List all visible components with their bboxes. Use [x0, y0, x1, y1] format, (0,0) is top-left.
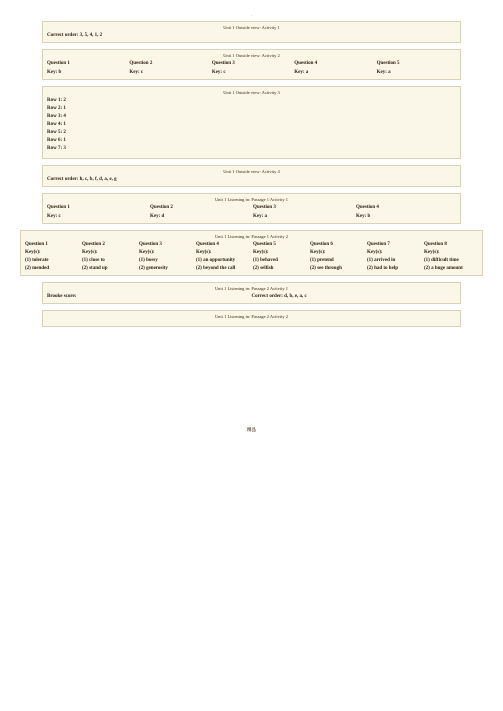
cell: Key: a: [377, 70, 456, 75]
cell: Key(s):: [139, 250, 193, 255]
cell: (1) tolerate: [25, 258, 79, 263]
row-item: Row 1: 2: [47, 98, 456, 103]
block-activity-3: Unit 1 Outside view: Activity 3 Row 1: 2…: [42, 86, 461, 159]
order-4: Correct order: h, c, b, f, d, a, e, g: [47, 177, 456, 182]
cell: Question 5: [253, 242, 307, 247]
cell: Question 2: [150, 205, 250, 210]
cell: Question 3: [212, 61, 291, 66]
dot: .: [20, 12, 483, 17]
row-item: Row 6: 1: [47, 138, 456, 143]
cell: Question 7: [367, 242, 421, 247]
cell: Question 2: [129, 61, 208, 66]
cell: (1) arrived in: [367, 258, 421, 263]
header-3: Unit 1 Outside view: Activity 3: [47, 90, 456, 95]
cell: Key: b: [356, 214, 456, 219]
cell: Key(s):: [367, 250, 421, 255]
cell: (1) an opportunity: [196, 258, 250, 263]
cell: Question 4: [294, 61, 373, 66]
cell: Question 1: [47, 205, 147, 210]
block-activity-2: Unit 1 Outside view: Activity 2 Question…: [42, 49, 461, 80]
block-activity-4: Unit 1 Outside view: Activity 4 Correct …: [42, 165, 461, 187]
cell: Key(s):: [196, 250, 250, 255]
cell: (2) a huge amount: [424, 266, 478, 271]
header-6: Unit 1 Listening in: Passage 1 Activity …: [25, 234, 478, 239]
cell: Key(s):: [310, 250, 364, 255]
cell: (2) mended: [25, 266, 79, 271]
block-passage2-act2: Unit 1 Listening in: Passage 2 Activity …: [42, 310, 461, 327]
cell: (2) see through: [310, 266, 364, 271]
cell: Key: a: [253, 214, 353, 219]
brooke-score: Brooke score:: [47, 294, 252, 299]
block-passage1-act2: Unit 1 Listening in: Passage 1 Activity …: [20, 230, 483, 276]
cell: Question 3: [253, 205, 353, 210]
header-5: Unit 1 Listening in: Passage 1 Activity …: [47, 197, 456, 202]
cell: Key: c: [212, 70, 291, 75]
header-2: Unit 1 Outside view: Activity 2: [47, 53, 456, 58]
row-item: Row 3: 4: [47, 114, 456, 119]
cell: (1) close to: [82, 258, 136, 263]
cell: Key(s):: [25, 250, 79, 255]
cell: Key(s):: [424, 250, 478, 255]
cell: Key: c: [47, 214, 147, 219]
cell: (1) pretend: [310, 258, 364, 263]
cell: Question 1: [47, 61, 126, 66]
footer: 精品: [20, 427, 483, 433]
order-1: Correct order: 3, 5, 4, 1, 2: [47, 33, 456, 38]
cell: Key: c: [129, 70, 208, 75]
cell: Question 2: [82, 242, 136, 247]
order-7: Correct order: d, b, e, a, c: [252, 294, 457, 299]
cell: Question 1: [25, 242, 79, 247]
cell: Question 4: [196, 242, 250, 247]
cell: Question 4: [356, 205, 456, 210]
cell: Key: b: [47, 70, 126, 75]
block-activity-1: Unit 1 Outside view: Activity 1 Correct …: [42, 21, 461, 43]
cell: Key(s):: [253, 250, 307, 255]
cell: (2) had to help: [367, 266, 421, 271]
cell: Key(s):: [82, 250, 136, 255]
row-item: Row 7: 3: [47, 146, 456, 151]
header-7: Unit 1 Listening in: Passage 2 Activity …: [47, 286, 456, 291]
cell: (2) generosity: [139, 266, 193, 271]
row-item: Row 4: 1: [47, 122, 456, 127]
header-4: Unit 1 Outside view: Activity 4: [47, 169, 456, 174]
cell: (2) selfish: [253, 266, 307, 271]
block-passage2-act1: Unit 1 Listening in: Passage 2 Activity …: [42, 282, 461, 304]
cell: (2) stand up: [82, 266, 136, 271]
cell: Question 6: [310, 242, 364, 247]
cell: Question 5: [377, 61, 456, 66]
cell: Key: a: [294, 70, 373, 75]
cell: Question 3: [139, 242, 193, 247]
cell: (1) bossy: [139, 258, 193, 263]
row-item: Row 2: 1: [47, 106, 456, 111]
cell: (1) behaved: [253, 258, 307, 263]
row-item: Row 5: 2: [47, 130, 456, 135]
header-1: Unit 1 Outside view: Activity 1: [47, 25, 456, 30]
cell: (1) difficult time: [424, 258, 478, 263]
block-passage1-act1: Unit 1 Listening in: Passage 1 Activity …: [42, 193, 461, 224]
cell: Question 8: [424, 242, 478, 247]
cell: (2) beyond the call: [196, 266, 250, 271]
cell: Key: d: [150, 214, 250, 219]
header-8: Unit 1 Listening in: Passage 2 Activity …: [47, 314, 456, 319]
